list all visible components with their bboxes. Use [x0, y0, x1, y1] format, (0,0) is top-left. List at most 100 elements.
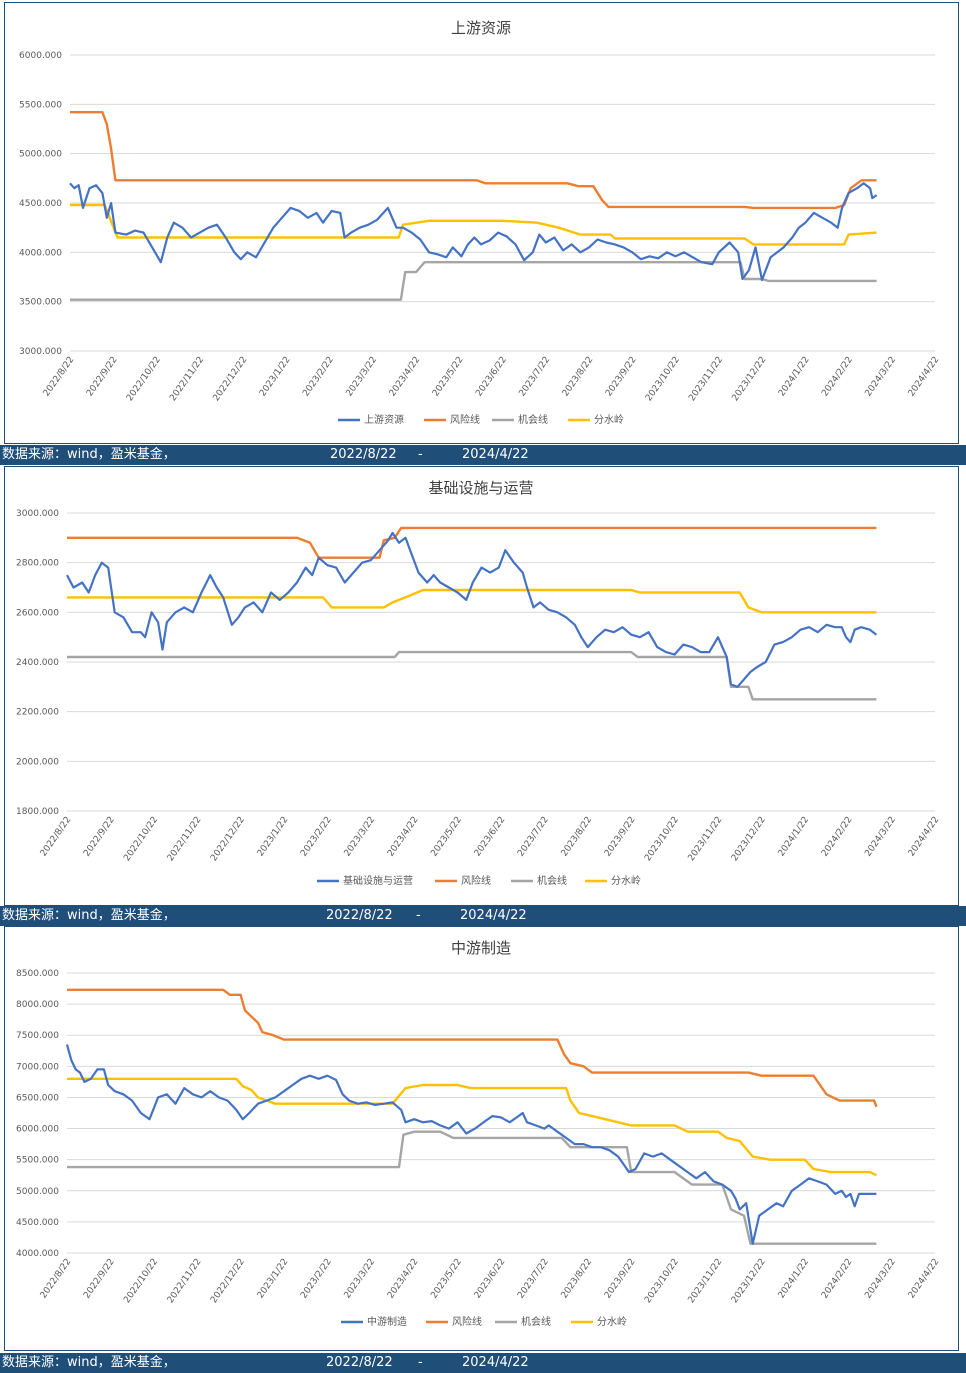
x-tick-label: 2022/10/22 [122, 815, 160, 863]
x-tick-label: 2024/4/22 [907, 815, 942, 859]
legend-label: 风险线 [452, 1315, 482, 1328]
y-tick-label: 8500.000 [16, 969, 59, 979]
date-range-start: 2022/8/22 [326, 1355, 393, 1370]
y-tick-label: 4000.000 [16, 1249, 59, 1259]
x-tick-label: 2023/11/22 [687, 815, 725, 863]
x-tick-label: 2023/3/22 [343, 1257, 378, 1301]
x-tick-label: 2023/10/22 [643, 815, 681, 863]
x-tick-label: 2023/5/22 [429, 1257, 464, 1301]
x-tick-label: 2024/3/22 [864, 355, 899, 399]
series-line-main [65, 1044, 877, 1245]
x-tick-label: 2023/10/22 [644, 355, 682, 403]
x-tick-label: 2023/6/22 [473, 1257, 508, 1301]
y-tick-label: 6500.000 [16, 1093, 59, 1103]
x-tick-label: 2023/5/22 [431, 355, 466, 399]
y-tick-label: 2600.000 [16, 608, 59, 618]
x-tick-label: 2023/12/22 [731, 355, 769, 403]
legend-label: 风险线 [461, 874, 491, 887]
x-tick-label: 2023/11/22 [687, 1257, 725, 1305]
chart-footer-infrastructure: 数据来源：wind，盈米基金， 2022/8/22 - 2024/4/22 [0, 906, 966, 926]
y-tick-label: 7500.000 [16, 1031, 59, 1041]
series-line-chance [67, 650, 877, 701]
y-tick-label: 3000.000 [19, 347, 62, 357]
x-tick-label: 2024/1/22 [777, 1257, 812, 1301]
x-tick-label: 2023/8/22 [560, 1257, 595, 1301]
data-source-text: 数据来源：wind，盈米基金， [2, 908, 176, 923]
x-tick-label: 2022/12/22 [209, 815, 247, 863]
x-tick-label: 2022/8/22 [42, 355, 77, 399]
x-tick-label: 2023/1/22 [258, 355, 293, 399]
x-tick-label: 2023/7/22 [516, 815, 551, 859]
data-source-text: 数据来源：wind，盈米基金， [2, 1355, 176, 1370]
x-tick-label: 2023/7/22 [518, 355, 553, 399]
x-tick-label: 2023/11/22 [687, 355, 725, 403]
y-tick-label: 5000.000 [16, 1187, 59, 1197]
legend-label: 上游资源 [364, 413, 404, 426]
date-range-start: 2022/8/22 [330, 447, 397, 462]
series-line-chance [67, 1130, 877, 1245]
y-tick-label: 1800.000 [16, 807, 59, 817]
legend-label: 风险线 [450, 413, 480, 426]
x-tick-label: 2023/3/22 [343, 815, 378, 859]
x-tick-label: 2022/8/22 [39, 1257, 74, 1301]
x-tick-label: 2024/2/22 [820, 1257, 855, 1301]
y-tick-label: 4500.000 [16, 1218, 59, 1228]
date-range-end: 2024/4/22 [462, 1355, 529, 1370]
chart-title: 基础设施与运营 [428, 479, 533, 497]
x-tick-label: 2022/11/22 [166, 1257, 204, 1305]
data-source-text: 数据来源：wind，盈米基金， [2, 447, 176, 462]
chart-panel-infrastructure: 基础设施与运营 3000.000 2800.000 2600.000 2400.000 2… [4, 466, 959, 906]
series-line-divide [70, 203, 877, 246]
x-tick-label: 2024/2/22 [820, 355, 855, 399]
legend-label: 基础设施与运营 [343, 874, 413, 887]
x-tick-label: 2024/2/22 [820, 815, 855, 859]
x-tick-label: 2022/9/22 [82, 815, 117, 859]
y-tick-label: 2400.000 [16, 658, 59, 668]
legend-label: 分水岭 [597, 1315, 627, 1328]
x-tick-label: 2023/10/22 [643, 1257, 681, 1305]
x-tick-label: 2023/3/22 [345, 355, 380, 399]
x-tick-label: 2023/2/22 [299, 1257, 334, 1301]
x-tick-label: 2024/3/22 [863, 815, 898, 859]
x-tick-label: 2023/1/22 [256, 1257, 291, 1301]
y-tick-label: 3000.000 [16, 509, 59, 519]
x-tick-label: 2023/12/22 [730, 815, 768, 863]
x-tick-label: 2023/9/22 [603, 815, 638, 859]
series-line-divide [67, 1077, 877, 1177]
x-tick-label: 2022/10/22 [122, 1257, 160, 1305]
date-range-dash: - [418, 1355, 423, 1370]
chart-panel-upstream: 上游资源 6000.000 5500.000 5000.000 4500.000 4000… [4, 2, 959, 444]
y-tick-label: 5000.000 [19, 150, 62, 160]
x-tick-label: 2023/4/22 [388, 355, 423, 399]
chart-panel-midstream: 中游制造 8500.000 8000.000 7500.000 7000.000 6500… [4, 926, 959, 1351]
x-tick-label: 2023/5/22 [429, 815, 464, 859]
date-range-dash: - [418, 447, 423, 462]
x-tick-label: 2023/6/22 [473, 815, 508, 859]
series-line-main [66, 531, 878, 688]
x-tick-label: 2023/12/22 [730, 1257, 768, 1305]
x-tick-label: 2022/11/22 [166, 815, 204, 863]
date-range-dash: - [416, 908, 421, 923]
series-line-risk [70, 110, 877, 210]
y-tick-label: 8000.000 [16, 1000, 59, 1010]
x-tick-label: 2023/4/22 [386, 815, 421, 859]
date-range-end: 2024/4/22 [462, 447, 529, 462]
y-tick-label: 4000.000 [19, 248, 62, 258]
x-tick-label: 2024/3/22 [863, 1257, 898, 1301]
x-tick-label: 2023/9/22 [604, 355, 639, 399]
legend-label: 机会线 [518, 413, 548, 426]
date-range-start: 2022/8/22 [326, 908, 393, 923]
legend-label: 机会线 [521, 1315, 551, 1328]
x-tick-label: 2023/4/22 [386, 1257, 421, 1301]
y-tick-label: 2000.000 [16, 757, 59, 767]
y-tick-label: 5500.000 [19, 100, 62, 110]
x-tick-label: 2022/12/22 [209, 1257, 247, 1305]
chart-midstream: 中游制造 8500.000 8000.000 7500.000 7000.000 6500… [16, 939, 941, 1328]
x-tick-label: 2022/9/22 [82, 1257, 117, 1301]
x-tick-label: 2022/9/22 [85, 355, 120, 399]
x-tick-label: 2023/2/22 [301, 355, 336, 399]
y-tick-label: 4500.000 [19, 199, 62, 209]
y-tick-label: 2800.000 [16, 559, 59, 569]
y-tick-label: 6000.000 [16, 1125, 59, 1135]
x-tick-label: 2024/1/22 [777, 815, 812, 859]
